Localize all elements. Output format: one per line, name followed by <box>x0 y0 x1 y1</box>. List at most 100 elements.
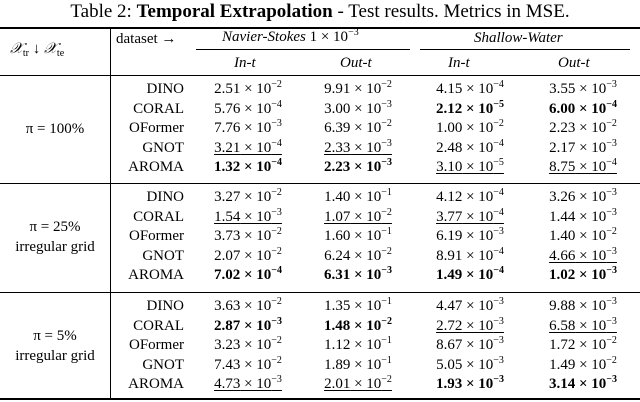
mse-value-sw-out-t: 4.66 × 10−3 <box>549 245 617 264</box>
mse-value-sw-in-t: 4.12 × 10−4 <box>436 187 504 206</box>
mse-value-sw-out-t: 3.14 × 10−3 <box>548 374 617 393</box>
mse-value-ns-in-t: 3.73 × 10−2 <box>214 226 282 245</box>
exponent: −1 <box>381 354 392 366</box>
group2-rule <box>420 49 630 50</box>
exponent: −3 <box>606 137 617 149</box>
exponent: −3 <box>381 265 392 277</box>
mse-value-sw-out-t: 3.55 × 10−3 <box>549 79 617 98</box>
exponent: −3 <box>606 187 617 198</box>
mantissa: 6.19 <box>436 228 463 245</box>
model-name: CORAL <box>133 208 184 225</box>
model-name: GNOT <box>142 356 184 373</box>
mse-value-sw-out-t: 8.75 × 10−4 <box>549 157 617 176</box>
exponent: −2 <box>271 354 282 366</box>
mantissa: 7.02 <box>213 267 241 284</box>
mse-value-sw-in-t: 3.77 × 10−4 <box>436 206 504 225</box>
exponent: −2 <box>381 374 392 386</box>
mse-value-ns-out-t: 1.89 × 10−1 <box>324 354 392 373</box>
group-navier-stokes: Navier-Stokes 1 × 10−3 <box>222 27 359 46</box>
mantissa: 2.01 <box>324 376 351 393</box>
exponent: −3 <box>381 157 392 169</box>
mse-value-ns-out-t: 1.07 × 10−2 <box>324 206 392 225</box>
mantissa: 2.48 <box>436 139 463 156</box>
mantissa: 2.51 <box>214 81 241 97</box>
mse-value-ns-out-t: 1.35 × 10−1 <box>324 296 392 315</box>
model-name: OFormer <box>129 120 184 137</box>
mantissa: 1.40 <box>549 228 576 245</box>
mse-value-ns-out-t: 6.24 × 10−2 <box>324 245 392 264</box>
exponent: −3 <box>381 137 392 149</box>
subcol-ns-out-t: Out-t <box>340 55 372 71</box>
mantissa: 1.54 <box>214 208 241 225</box>
mantissa: 3.27 <box>214 189 241 205</box>
mse-value-sw-in-t: 3.10 × 10−5 <box>436 157 504 176</box>
mantissa: 4.73 <box>214 376 241 393</box>
exponent: −4 <box>271 157 282 169</box>
mse-value-sw-in-t: 8.67 × 10−3 <box>436 335 504 354</box>
exponent: −4 <box>493 206 504 218</box>
exponent: −1 <box>381 187 392 198</box>
mantissa: 1.49 <box>435 267 463 284</box>
mantissa: 3.73 <box>214 228 241 245</box>
mse-value-sw-out-t: 9.88 × 10−3 <box>549 296 617 315</box>
mantissa: 1.12 <box>324 337 351 354</box>
exponent: −2 <box>606 226 617 238</box>
exponent: −3 <box>493 374 504 386</box>
mse-value-sw-out-t: 1.02 × 10−3 <box>548 265 617 284</box>
mse-value-ns-out-t: 3.00 × 10−3 <box>324 98 392 117</box>
mse-value-sw-in-t: 4.47 × 10−3 <box>436 296 504 315</box>
exponent: −3 <box>271 315 282 327</box>
group1-rule <box>196 49 410 50</box>
mse-value-ns-in-t: 3.21 × 10−4 <box>214 137 282 156</box>
mantissa: 2.17 <box>549 139 576 156</box>
model-name: DINO <box>146 298 185 314</box>
model-name: CORAL <box>133 317 184 334</box>
exponent: −3 <box>493 315 504 327</box>
exponent: −3 <box>606 315 617 327</box>
mantissa: 1.60 <box>324 228 351 245</box>
mantissa: 1.44 <box>549 208 576 225</box>
header-rule <box>0 75 640 76</box>
exponent: −2 <box>493 118 504 130</box>
exponent: −2 <box>381 118 392 130</box>
exponent: −3 <box>271 118 282 130</box>
mse-value-ns-out-t: 2.01 × 10−2 <box>324 374 392 393</box>
exponent: −1 <box>381 296 392 307</box>
exponent: −2 <box>381 206 392 218</box>
exponent: −3 <box>606 79 617 90</box>
model-name: AROMA <box>128 267 184 284</box>
mantissa: 1.32 <box>213 159 241 176</box>
exponent: −3 <box>606 374 617 386</box>
group-label: π = 25% irregular grid <box>0 217 110 257</box>
exponent: −3 <box>271 374 282 386</box>
dataset-label: dataset → <box>116 31 177 47</box>
model-name: OFormer <box>129 337 184 354</box>
exponent: −1 <box>381 335 392 347</box>
exponent: −3 <box>493 354 504 366</box>
mse-value-sw-in-t: 4.15 × 10−4 <box>436 79 504 98</box>
group-label-line: irregular grid <box>15 239 95 255</box>
exponent: −2 <box>606 335 617 347</box>
mse-value-ns-in-t: 3.63 × 10−2 <box>214 296 282 315</box>
mantissa: 3.21 <box>214 139 241 156</box>
exponent: −3 <box>493 335 504 347</box>
mse-value-ns-out-t: 1.48 × 10−2 <box>323 315 392 334</box>
mantissa: 1.89 <box>324 356 351 373</box>
mse-value-ns-in-t: 1.54 × 10−3 <box>214 206 282 225</box>
exponent: −4 <box>493 265 504 277</box>
mantissa: 9.88 <box>549 298 576 314</box>
mse-value-sw-in-t: 2.72 × 10−3 <box>436 315 504 334</box>
mse-value-sw-out-t: 2.23 × 10−2 <box>549 118 617 137</box>
mantissa: 3.63 <box>214 298 241 314</box>
model-name: DINO <box>146 81 185 97</box>
exponent: −3 <box>606 245 617 257</box>
mantissa: 8.75 <box>549 159 576 176</box>
exponent: −4 <box>493 137 504 149</box>
mse-value-ns-in-t: 7.02 × 10−4 <box>213 265 282 284</box>
mantissa: 4.15 <box>436 81 463 97</box>
mse-value-ns-out-t: 9.91 × 10−2 <box>324 79 392 98</box>
model-name: GNOT <box>142 247 184 264</box>
mse-value-ns-out-t: 1.40 × 10−1 <box>324 187 392 206</box>
mse-value-sw-out-t: 2.17 × 10−3 <box>549 137 617 156</box>
exponent: −4 <box>271 137 282 149</box>
